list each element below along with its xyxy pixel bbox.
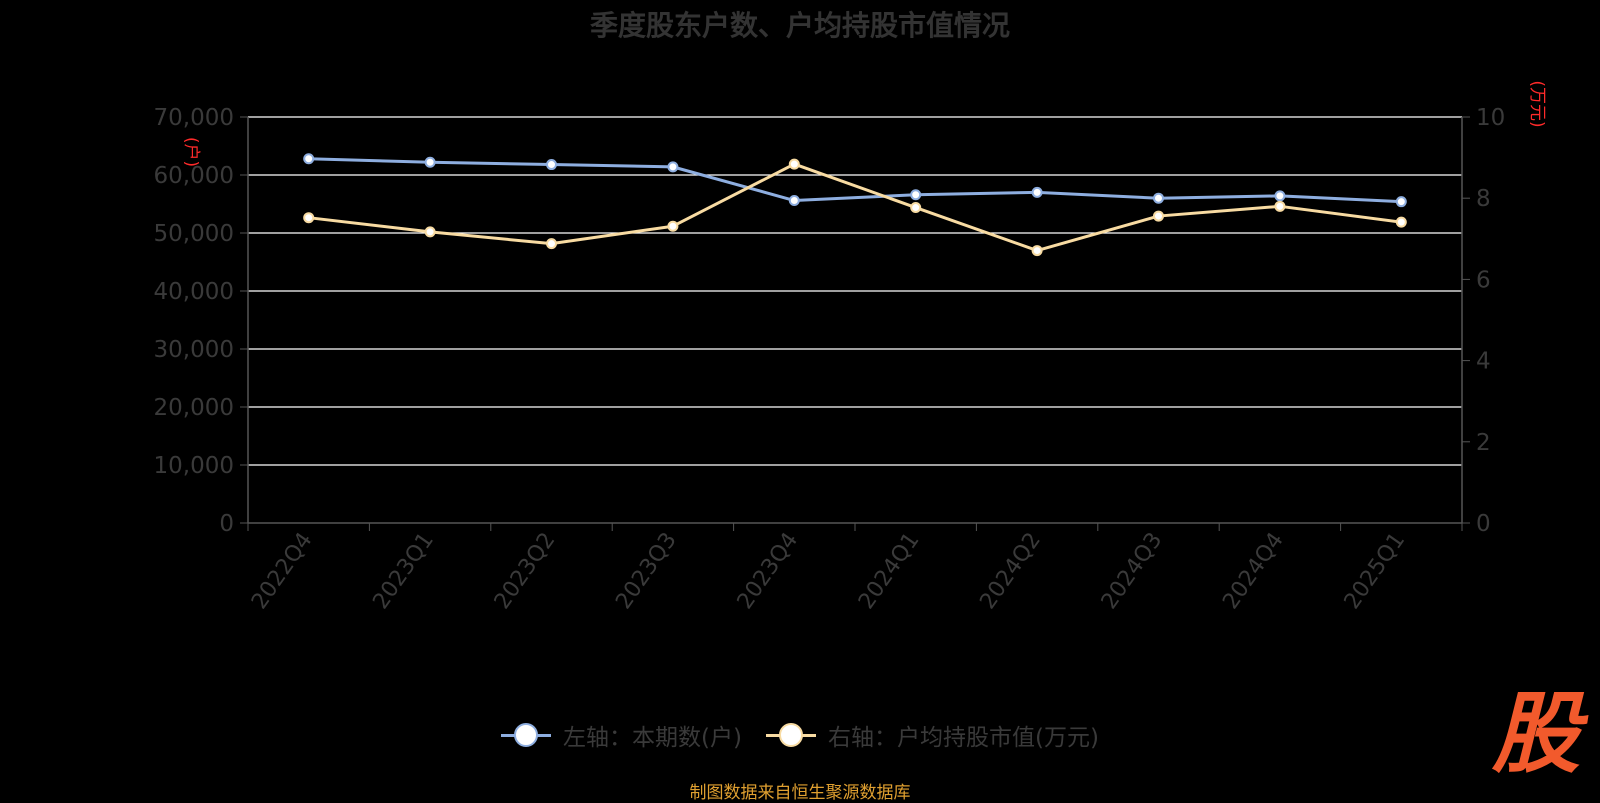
data-point-right bbox=[303, 212, 315, 224]
data-point-right bbox=[424, 226, 436, 238]
left-axis-tick-label: 50,000 bbox=[154, 221, 234, 247]
data-point-left bbox=[1395, 196, 1407, 208]
data-point-right bbox=[1031, 245, 1043, 257]
x-axis-tick-label: 2022Q4 bbox=[247, 528, 318, 614]
left-axis-tick-label: 20,000 bbox=[154, 395, 234, 421]
x-axis-tick-label: 2025Q1 bbox=[1340, 528, 1411, 614]
series-line-right bbox=[308, 162, 1402, 253]
data-point-left bbox=[1031, 186, 1043, 198]
left-axis-tick-label: 60,000 bbox=[154, 163, 234, 189]
x-axis-tick-label: 2023Q3 bbox=[611, 528, 682, 614]
data-point-left bbox=[546, 159, 557, 171]
data-point-right bbox=[1395, 216, 1407, 228]
data-point-left bbox=[667, 161, 679, 173]
data-point-right bbox=[788, 158, 800, 170]
legend-swatch-left bbox=[501, 722, 552, 748]
left-axis-tick-label: 70,000 bbox=[154, 105, 234, 131]
data-point-right bbox=[546, 238, 557, 250]
right-axis-tick-label: 0 bbox=[1476, 511, 1491, 537]
legend-item-left[interactable]: 左轴：本期数(户) bbox=[501, 718, 742, 752]
data-point-left bbox=[788, 195, 800, 207]
data-point-right bbox=[1274, 200, 1286, 212]
chart-legend: 左轴：本期数(户) 右轴：户均持股市值(万元) bbox=[0, 718, 1600, 752]
legend-swatch-right bbox=[766, 722, 816, 748]
left-axis-tick-label: 30,000 bbox=[154, 337, 234, 363]
legend-item-right[interactable]: 右轴：户均持股市值(万元) bbox=[766, 718, 1099, 752]
legend-label-right: 右轴：户均持股市值(万元) bbox=[828, 725, 1099, 751]
legend-label-left: 左轴：本期数(户) bbox=[563, 725, 742, 751]
x-axis-tick-label: 2024Q1 bbox=[854, 528, 925, 614]
left-axis-unit-label: (户) bbox=[181, 137, 201, 167]
data-point-right bbox=[667, 220, 679, 232]
data-point-left bbox=[1274, 190, 1286, 202]
left-axis-tick-label: 0 bbox=[219, 511, 234, 537]
data-point-right bbox=[1153, 210, 1164, 222]
right-axis-tick-label: 4 bbox=[1476, 349, 1491, 375]
data-point-left bbox=[303, 153, 315, 165]
data-point-left bbox=[910, 189, 922, 201]
data-point-left bbox=[1153, 192, 1164, 204]
data-point-right bbox=[910, 202, 922, 214]
watermark-logo: 股 bbox=[1491, 682, 1580, 785]
x-axis-tick-label: 2023Q2 bbox=[490, 528, 561, 614]
right-axis-tick-label: 10 bbox=[1476, 105, 1505, 131]
right-axis-unit-label: (万元) bbox=[1527, 80, 1547, 127]
series-line-left bbox=[308, 157, 1402, 204]
right-axis-tick-label: 8 bbox=[1476, 186, 1491, 212]
chart-title: 季度股东户数、户均持股市值情况 bbox=[589, 9, 1010, 42]
left-axis-tick-label: 40,000 bbox=[154, 279, 234, 305]
right-axis-tick-label: 2 bbox=[1476, 430, 1491, 456]
x-axis-tick-label: 2024Q3 bbox=[1097, 528, 1168, 614]
data-point-left bbox=[424, 156, 436, 168]
x-axis-tick-label: 2024Q2 bbox=[975, 528, 1046, 614]
x-axis-tick-label: 2024Q4 bbox=[1218, 528, 1289, 614]
x-axis-tick-label: 2023Q4 bbox=[733, 528, 804, 614]
source-note: 制图数据来自恒生聚源数据库 bbox=[689, 783, 911, 803]
x-axis-tick-label: 2023Q1 bbox=[368, 528, 439, 614]
left-axis-tick-label: 10,000 bbox=[154, 453, 234, 479]
right-axis-tick-label: 6 bbox=[1476, 267, 1491, 293]
